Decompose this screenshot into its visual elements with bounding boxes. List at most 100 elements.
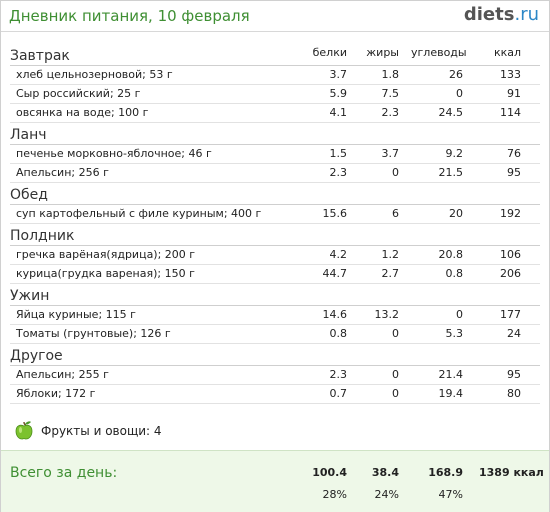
food-value: 206 (500, 267, 521, 280)
logo-main: diets (463, 4, 515, 25)
row-divider (10, 182, 540, 183)
food-value: 6 (392, 207, 399, 220)
nutrition-table: Завтрак белки жиры углеводы ккал хлеб цельноз… (1, 44, 549, 404)
food-value: 133 (500, 68, 521, 81)
meal-name: Обед (10, 187, 48, 203)
food-value: 9.2 (445, 147, 464, 160)
food-name: печенье морковно-яблочное; 46 г (16, 147, 212, 160)
food-value: 0 (392, 387, 399, 400)
food-value: 1.2 (381, 248, 400, 261)
food-value: 95 (507, 166, 521, 179)
food-value: 7.5 (381, 87, 400, 100)
food-row[interactable]: курица(грудка вареная); 150 г 44.7 2.7 0.8 2… (1, 265, 549, 284)
row-divider (10, 384, 540, 385)
row-divider (10, 103, 540, 104)
food-value: 114 (500, 106, 521, 119)
meal-divider (10, 144, 540, 145)
meal-divider (10, 245, 540, 246)
food-name: Апельсин; 255 г (16, 368, 109, 381)
food-value: 15.6 (322, 207, 348, 220)
meal-divider (10, 65, 540, 66)
daily-total: Всего за день: 100.4 38.4 168.9 1389 кка… (1, 450, 549, 512)
meal-divider (10, 305, 540, 306)
food-value: 76 (507, 147, 521, 160)
meal-header-row: Ланч (1, 123, 549, 145)
food-row[interactable]: гречка варёная(ядрица); 200 г 4.2 1.2 20.8 1… (1, 246, 549, 265)
meal-header-row: Другое (1, 344, 549, 366)
column-header: углеводы (411, 46, 467, 59)
food-value: 1.8 (381, 68, 400, 81)
food-row[interactable]: Яблоки; 172 г 0.7 0 19.4 80 (1, 385, 549, 404)
column-header: ккал (493, 46, 521, 59)
food-value: 14.6 (322, 308, 348, 321)
food-value: 44.7 (322, 267, 348, 280)
total-fat: 38.4 (371, 466, 399, 479)
food-value: 4.2 (329, 248, 348, 261)
food-value: 95 (507, 368, 521, 381)
row-divider (10, 264, 540, 265)
food-name: овсянка на воде; 100 г (16, 106, 149, 119)
food-row[interactable]: хлеб цельнозерновой; 53 г 3.7 1.8 26 133 (1, 66, 549, 85)
food-name: хлеб цельнозерновой; 53 г (16, 68, 173, 81)
food-value: 4.1 (329, 106, 348, 119)
food-value: 19.4 (438, 387, 464, 400)
row-divider (10, 84, 540, 85)
food-value: 20 (449, 207, 463, 220)
meal-header-row: Завтрак белки жиры углеводы ккал (1, 44, 549, 66)
food-value: 5.9 (329, 87, 348, 100)
food-row[interactable]: Апельсин; 255 г 2.3 0 21.4 95 (1, 366, 549, 385)
food-name: Томаты (грунтовые); 126 г (16, 327, 171, 340)
food-value: 24 (507, 327, 521, 340)
total-kcal: 1389 ккал (479, 466, 544, 479)
food-row[interactable]: Яйца куриные; 115 г 14.6 13.2 0 177 (1, 306, 549, 325)
food-value: 192 (500, 207, 521, 220)
food-name: Яблоки; 172 г (16, 387, 96, 400)
food-value: 80 (507, 387, 521, 400)
column-header: жиры (366, 46, 399, 59)
logo-tld: .ru (514, 4, 539, 25)
food-value: 2.3 (381, 106, 400, 119)
food-value: 13.2 (374, 308, 400, 321)
row-divider (10, 223, 540, 224)
food-value: 24.5 (438, 106, 464, 119)
food-value: 5.3 (445, 327, 464, 340)
food-value: 2.3 (329, 166, 348, 179)
meal-header-row: Ужин (1, 284, 549, 306)
meal-header-row: Полдник (1, 224, 549, 246)
meal-name: Ланч (10, 127, 47, 143)
food-value: 0 (456, 87, 463, 100)
food-row[interactable]: суп картофельный с филе куриным; 400 г 15… (1, 205, 549, 224)
row-divider (10, 163, 540, 164)
fat-percent: 24% (374, 488, 399, 501)
food-value: 91 (507, 87, 521, 100)
food-name: Апельсин; 256 г (16, 166, 109, 179)
food-row[interactable]: Томаты (грунтовые); 126 г 0.8 0 5.3 24 (1, 325, 549, 344)
total-protein: 100.4 (312, 466, 347, 479)
food-value: 177 (500, 308, 521, 321)
meal-name: Полдник (10, 228, 75, 244)
food-name: курица(грудка вареная); 150 г (16, 267, 195, 280)
food-value: 0 (392, 368, 399, 381)
food-row[interactable]: овсянка на воде; 100 г 4.1 2.3 24.5 114 (1, 104, 549, 123)
total-label: Всего за день: (10, 465, 118, 481)
food-row[interactable]: Апельсин; 256 г 2.3 0 21.5 95 (1, 164, 549, 183)
meal-name: Другое (10, 348, 63, 364)
food-value: 0 (392, 166, 399, 179)
row-divider (10, 283, 540, 284)
green-apple-icon (15, 421, 33, 440)
food-value: 2.7 (381, 267, 400, 280)
food-row[interactable]: Сыр российский; 25 г 5.9 7.5 0 91 (1, 85, 549, 104)
meal-name: Ужин (10, 288, 50, 304)
food-row[interactable]: печенье морковно-яблочное; 46 г 1.5 3.7 9.2… (1, 145, 549, 164)
fruits-vegetables-text: Фрукты и овощи: 4 (41, 424, 162, 438)
food-value: 1.5 (329, 147, 348, 160)
column-header: белки (312, 46, 347, 59)
food-value: 21.4 (438, 368, 464, 381)
row-divider (10, 122, 540, 123)
food-name: суп картофельный с филе куриным; 400 г (16, 207, 262, 220)
site-logo[interactable]: diets.ru (464, 4, 539, 25)
meal-header-row: Обед (1, 183, 549, 205)
food-name: гречка варёная(ядрица); 200 г (16, 248, 196, 261)
food-value: 2.3 (329, 368, 348, 381)
